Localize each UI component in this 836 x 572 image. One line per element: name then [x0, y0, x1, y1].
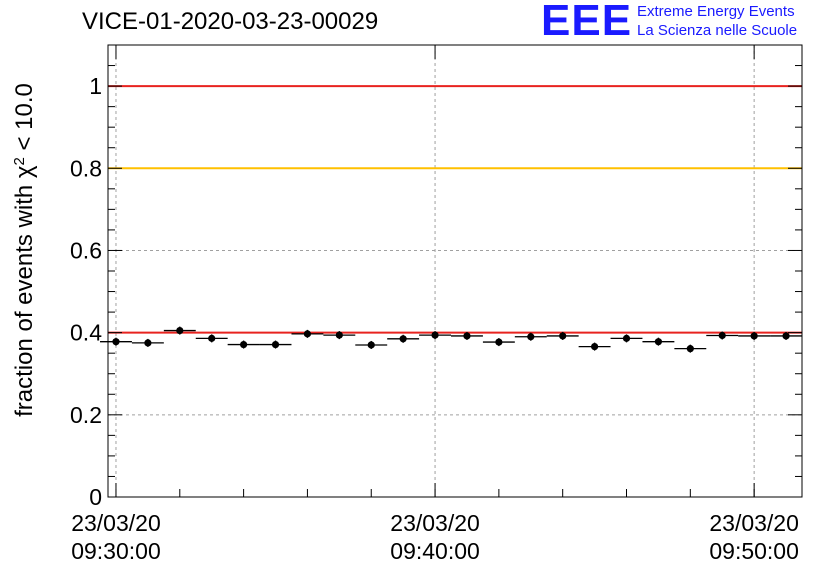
- grid: [108, 45, 802, 497]
- y-axis-label-chi: χ: [11, 165, 38, 178]
- data-point: [719, 332, 726, 339]
- y-axis-label-sup: 2: [11, 157, 28, 165]
- x-tick-label-time: 09:50:00: [709, 538, 799, 564]
- data-point: [751, 332, 758, 339]
- data-point: [591, 343, 598, 350]
- y-tick-label: 0.4: [70, 320, 102, 346]
- data-point: [240, 341, 247, 348]
- data-point: [559, 332, 566, 339]
- data-point: [527, 333, 534, 340]
- y-axis-label: fraction of events with χ2 < 10.0: [11, 83, 39, 417]
- data-point: [687, 345, 694, 352]
- x-tick-label-date: 23/03/20: [390, 510, 480, 536]
- data-point: [208, 335, 215, 342]
- axes: 00.20.40.60.8123/03/2009:30:0023/03/2009…: [70, 45, 802, 564]
- x-tick-label-date: 23/03/20: [71, 510, 161, 536]
- x-tick-label-date: 23/03/20: [709, 510, 799, 536]
- data-point: [304, 330, 311, 337]
- x-tick-label-time: 09:40:00: [390, 538, 480, 564]
- y-tick-label: 0.2: [70, 402, 102, 428]
- data-point: [272, 341, 279, 348]
- data-point: [431, 332, 438, 339]
- data-point: [623, 335, 630, 342]
- y-tick-label: 0.6: [70, 237, 102, 263]
- data-point: [112, 338, 119, 345]
- data-point: [176, 327, 183, 334]
- y-axis-label-main: fraction of events with: [11, 178, 38, 417]
- data-point: [655, 338, 662, 345]
- data-point: [400, 335, 407, 342]
- reference-lines: [108, 86, 802, 333]
- data-point: [463, 332, 470, 339]
- y-axis-label-tail: < 10.0: [11, 83, 38, 157]
- data-point: [368, 341, 375, 348]
- y-tick-label: 0.8: [70, 155, 102, 181]
- data-points: [100, 327, 802, 353]
- data-point: [782, 332, 789, 339]
- plot-frame: [108, 45, 802, 497]
- data-point: [144, 339, 151, 346]
- y-tick-label: 1: [89, 73, 102, 99]
- y-tick-label: 0: [89, 484, 102, 510]
- x-tick-label-time: 09:30:00: [71, 538, 161, 564]
- data-point: [495, 338, 502, 345]
- data-point: [336, 332, 343, 339]
